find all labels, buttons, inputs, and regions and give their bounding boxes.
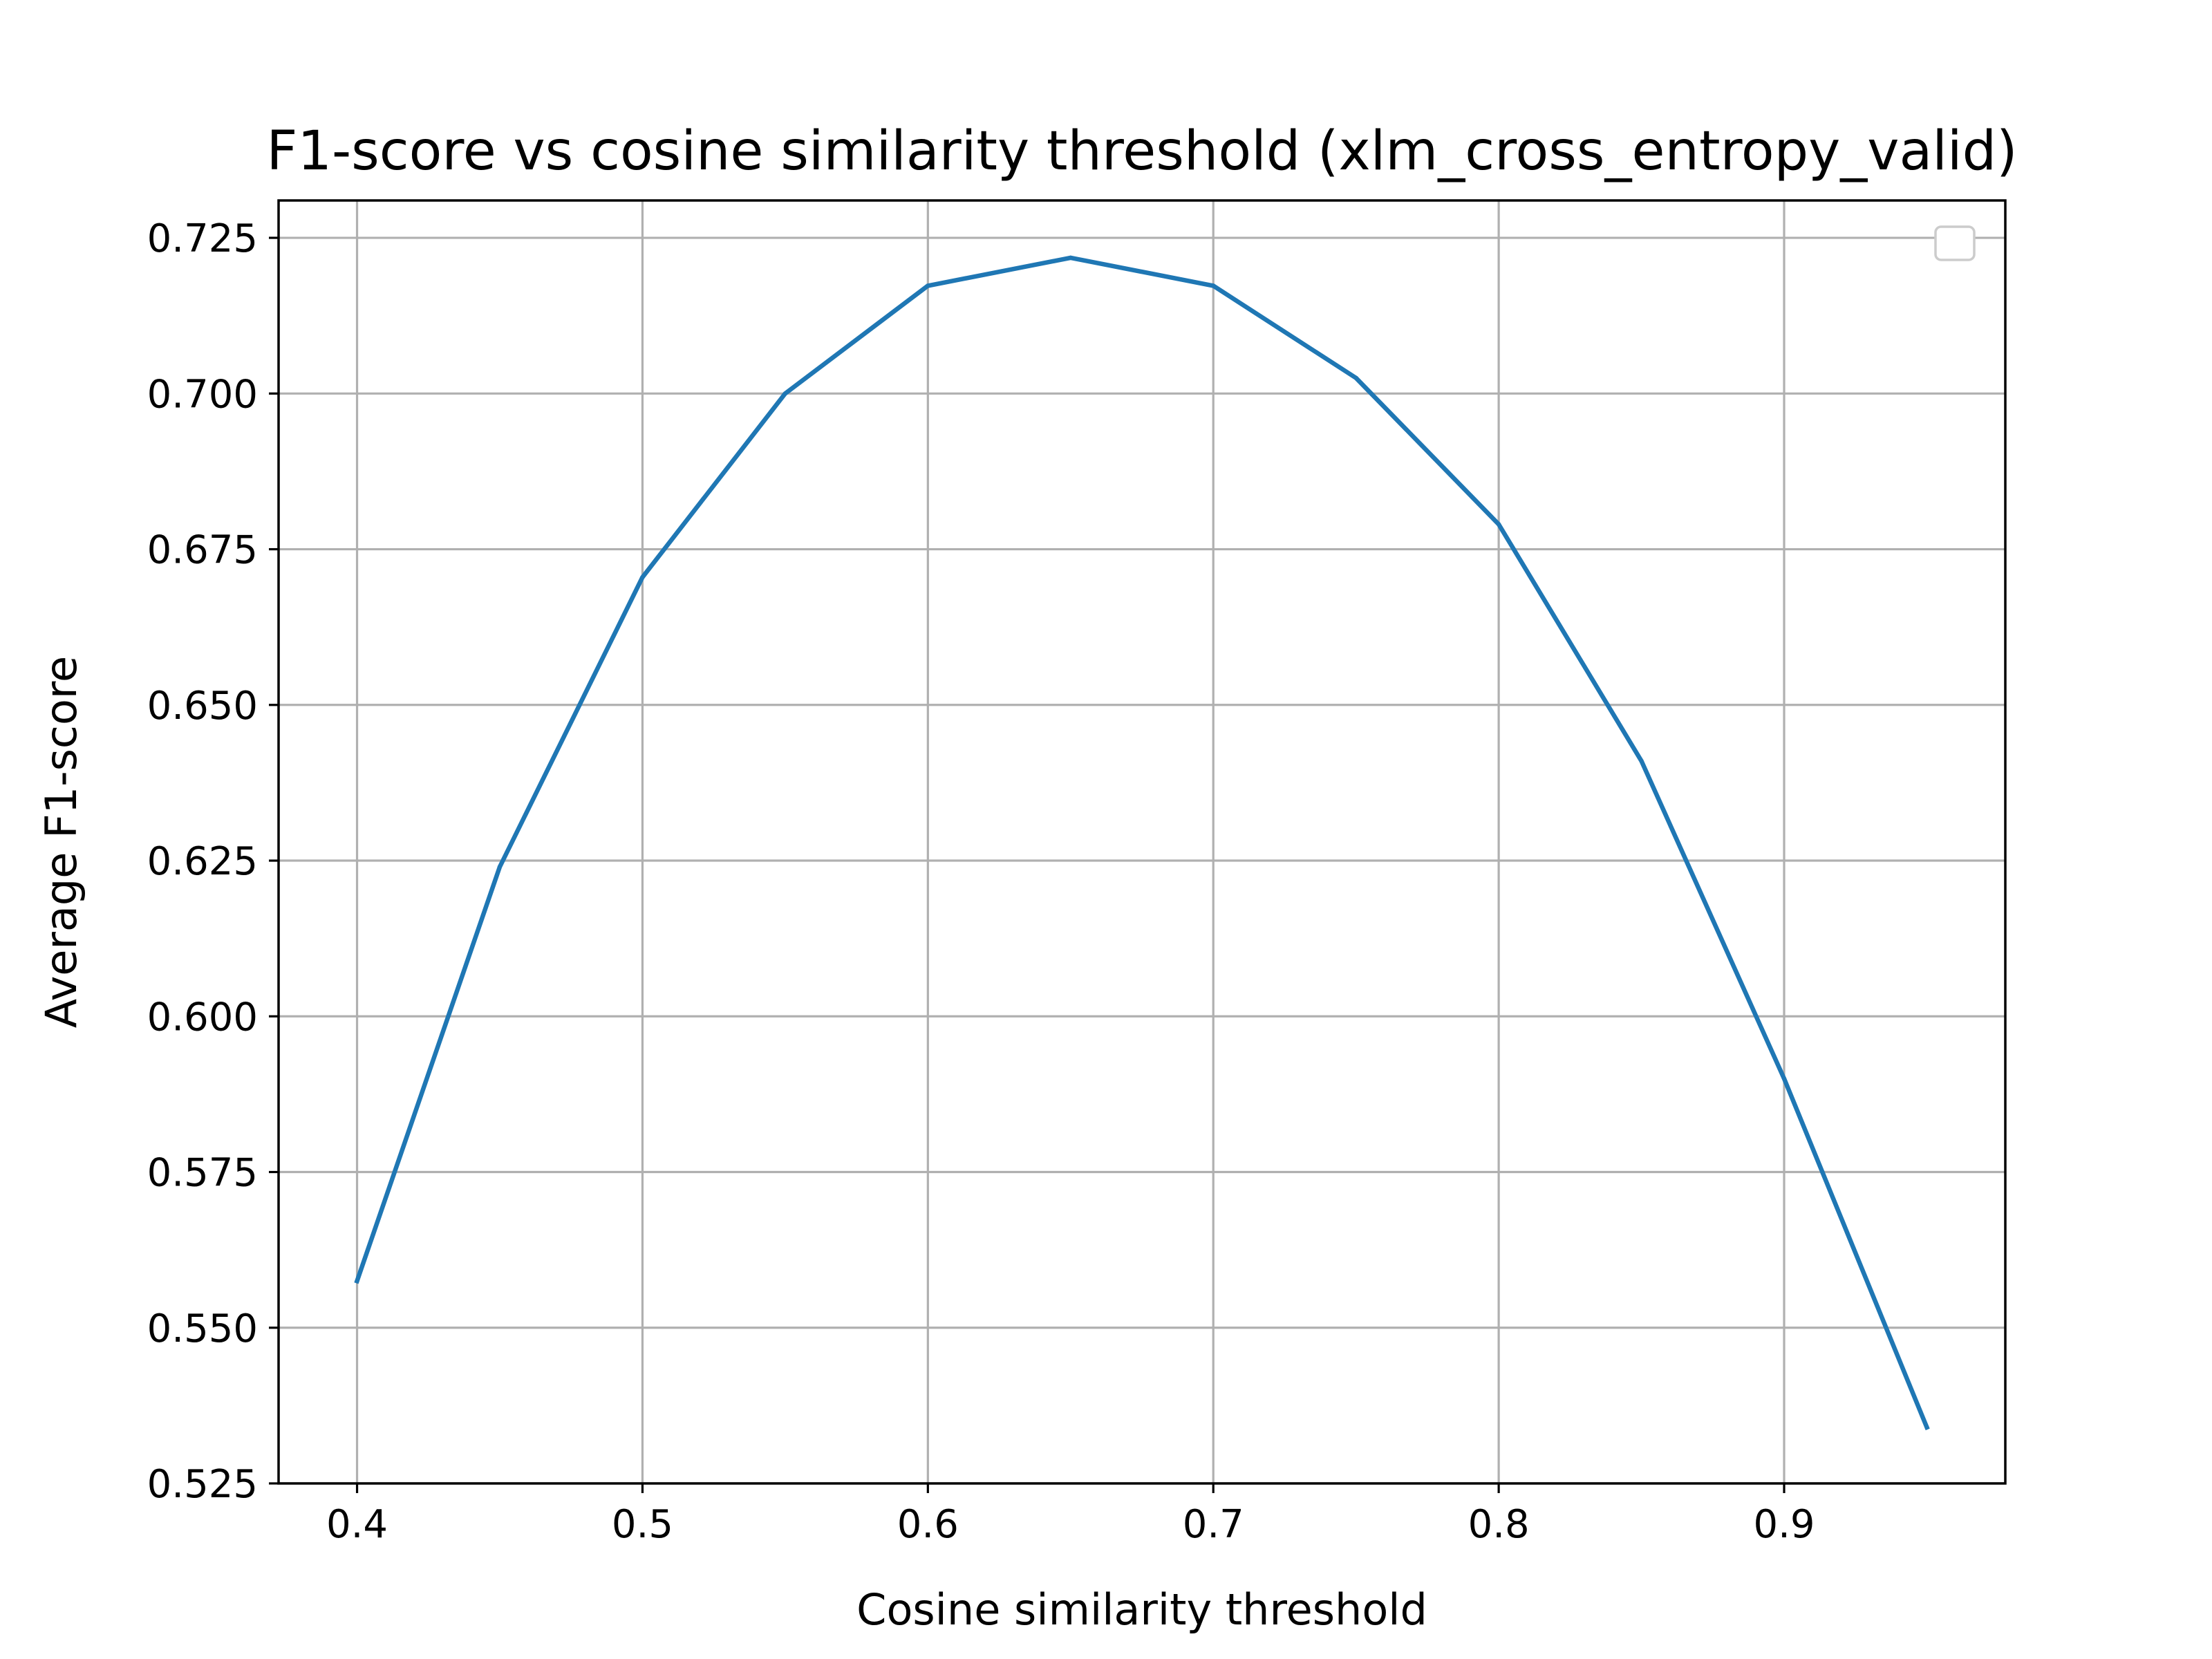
data-point [1924,1425,1929,1430]
data-point [1068,255,1073,261]
data-point [497,864,503,870]
y-tick-label: 0.700 [147,372,258,417]
x-tick-label: 0.6 [897,1502,959,1547]
data-point [640,574,645,580]
y-tick-label: 0.600 [147,995,258,1040]
legend [1934,225,1976,261]
legend-frame [1934,225,1976,261]
y-tick-label: 0.525 [147,1462,258,1507]
plot-frame [277,199,2007,1485]
grid [279,200,2005,1485]
data-point [1781,1076,1787,1081]
y-axis-label: Average F1-score [36,656,86,1028]
ticks: 0.4 0.5 0.6 0.7 0.8 0.9 0.525 0.550 0.575 0.600 0.… [147,216,1815,1547]
y-tick-label: 0.650 [147,684,258,729]
y-tick-label: 0.575 [147,1151,258,1196]
y-tick-label: 0.725 [147,216,258,261]
chart-title: F1-score vs cosine similarity threshold … [266,120,2017,182]
x-tick-label: 0.8 [1468,1502,1530,1547]
series-line [354,255,1930,1431]
data-point [1353,375,1358,380]
data-point [1639,758,1644,764]
data-point [926,283,930,288]
x-tick-label: 0.4 [326,1502,388,1547]
y-tick-label: 0.625 [147,839,258,884]
x-tick-label: 0.9 [1753,1502,1815,1547]
x-tick-label: 0.5 [612,1502,673,1547]
data-point [1496,522,1501,527]
data-point [355,1278,359,1284]
x-axis-label: Cosine similarity threshold [856,1584,1427,1635]
y-tick-label: 0.675 [147,528,258,573]
data-point [782,391,788,396]
y-tick-label: 0.550 [147,1306,258,1351]
data-point [1211,283,1216,288]
series-layer [354,255,1930,1431]
x-tick-label: 0.7 [1183,1502,1244,1547]
